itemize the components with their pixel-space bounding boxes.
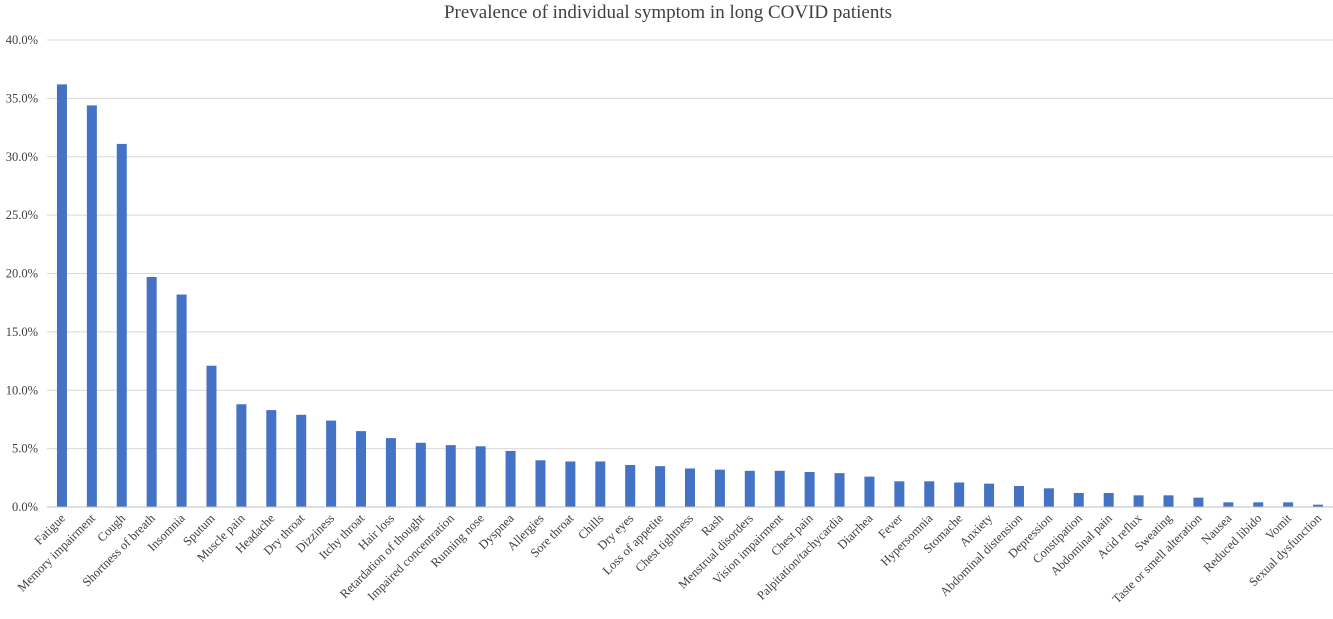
bar — [505, 450, 516, 507]
y-axis-tick-labels: 0.0% 5.0% 10.0% 15.0% 20.0% 25.0% 30.0% 35.0% 40… — [6, 33, 38, 514]
bar — [56, 84, 67, 508]
y-tick-label: 10.0% — [6, 383, 38, 397]
bar — [1103, 492, 1114, 507]
bar — [356, 431, 367, 507]
bar — [535, 460, 546, 507]
bar — [894, 481, 905, 507]
bar — [804, 471, 815, 507]
bar — [266, 410, 277, 507]
bar — [236, 404, 247, 507]
bar — [834, 473, 845, 507]
bar — [176, 294, 187, 507]
bar — [385, 438, 396, 507]
bar — [1013, 485, 1024, 507]
y-tick-label: 35.0% — [6, 91, 38, 105]
bar — [565, 461, 576, 507]
bar — [1163, 495, 1174, 507]
bar — [86, 105, 97, 507]
bar — [954, 482, 965, 507]
bar — [595, 461, 606, 507]
bar — [1223, 502, 1234, 507]
y-tick-label: 25.0% — [6, 208, 38, 222]
bar — [146, 277, 157, 507]
bar — [116, 143, 127, 507]
y-tick-label: 40.0% — [6, 33, 38, 47]
y-tick-label: 0.0% — [12, 500, 38, 514]
bar — [924, 481, 935, 507]
bar — [1253, 502, 1264, 507]
bar — [445, 445, 456, 507]
bar — [296, 414, 307, 507]
bar — [655, 466, 666, 507]
bar — [1043, 488, 1054, 507]
bar — [625, 464, 636, 507]
bar — [984, 483, 995, 507]
bar — [1283, 502, 1294, 507]
bar — [864, 476, 875, 507]
bar — [1313, 504, 1324, 507]
bars — [56, 84, 1324, 508]
bar — [774, 470, 785, 507]
bar — [714, 469, 725, 507]
bar — [1193, 497, 1204, 507]
bar — [475, 446, 486, 507]
bar — [685, 468, 695, 507]
bar — [415, 442, 426, 507]
bar — [1133, 495, 1144, 507]
bar — [326, 420, 337, 507]
gridlines — [47, 39, 1333, 450]
y-tick-label: 30.0% — [6, 150, 38, 164]
bar — [206, 365, 217, 507]
y-tick-label: 20.0% — [6, 267, 38, 281]
y-tick-label: 5.0% — [12, 442, 38, 456]
y-tick-label: 15.0% — [6, 325, 38, 339]
chart-title: Prevalence of individual symptom in long… — [444, 2, 892, 23]
bar — [744, 470, 755, 507]
bar — [1073, 492, 1084, 507]
